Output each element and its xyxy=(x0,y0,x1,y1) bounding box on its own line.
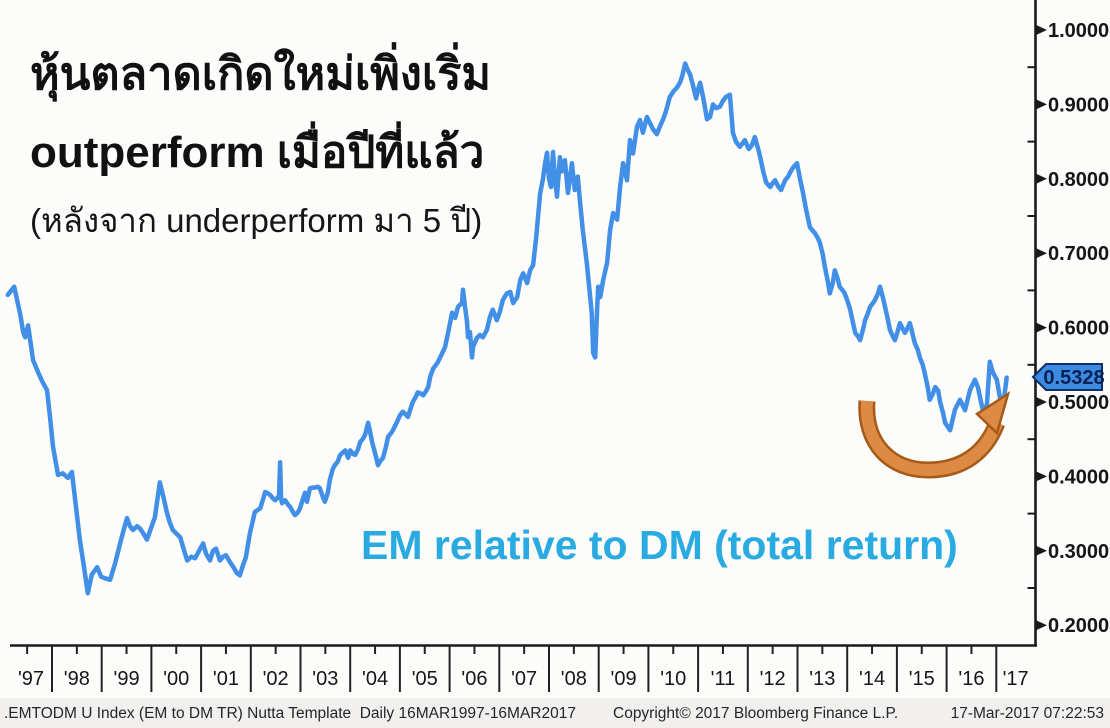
y-major-tick xyxy=(1035,247,1047,259)
arrow-curve xyxy=(860,400,1003,477)
x-axis-label: '07 xyxy=(511,668,537,690)
series-label: EM relative to DM (total return) xyxy=(361,522,958,568)
last-price-value: 0.5328 xyxy=(1043,367,1104,389)
x-axis-label: '99 xyxy=(114,668,140,690)
y-axis-label: 0.4000 xyxy=(1048,466,1109,488)
y-axis-label: 1.0000 xyxy=(1048,20,1109,42)
x-axis: '97 '98 '99 '00 '01 '02 '03 '04 '05 '06 '07 '08 '09 '… xyxy=(10,644,1037,692)
x-axis-label: '13 xyxy=(809,668,835,690)
annotation-title: หุ้นตลาดเกิดใหม่เพิ่งเริ่ม outperform เม… xyxy=(30,34,491,250)
annotation-line-2: outperform เมื่อปีที่แล้ว xyxy=(30,128,485,177)
annotation-line-1: หุ้นตลาดเกิดใหม่เพิ่งเริ่ม xyxy=(30,48,492,99)
x-axis-label: '08 xyxy=(561,668,587,690)
y-axis-label: 0.3000 xyxy=(1048,541,1109,563)
y-major-tick xyxy=(1035,173,1047,185)
x-axis-label: '17 xyxy=(1003,668,1029,690)
arrow-head xyxy=(974,391,1011,436)
status-bar: .EMTODM U Index (EM to DM TR) Nutta Temp… xyxy=(0,698,1110,728)
x-axis-label: '15 xyxy=(909,668,935,690)
status-copyright: Copyright© 2017 Bloomberg Finance L.P. xyxy=(613,705,899,722)
y-axis-label: 0.9000 xyxy=(1048,94,1109,116)
x-axis-label: '06 xyxy=(461,668,487,690)
y-major-tick xyxy=(1035,322,1047,334)
x-axis-label: '11 xyxy=(711,668,736,690)
status-datetime: 17-Mar-2017 07:22:53 xyxy=(950,705,1104,722)
x-axis-label: '10 xyxy=(660,668,686,690)
x-axis-label: '02 xyxy=(263,668,289,690)
last-price-tag-shape xyxy=(1031,363,1103,391)
x-axis-label: '01 xyxy=(213,668,239,690)
price-line xyxy=(5,61,1009,596)
x-axis-label: '14 xyxy=(859,668,885,690)
last-price-tag: 0.5328 xyxy=(1031,363,1105,391)
y-axis-label: 0.7000 xyxy=(1048,243,1109,265)
y-axis-label: 0.5000 xyxy=(1048,392,1109,414)
x-axis-label: '03 xyxy=(312,668,338,690)
up-arrow-annotation xyxy=(858,391,1011,479)
y-major-tick xyxy=(1035,396,1047,408)
x-axis-label: '16 xyxy=(958,668,984,690)
y-axis-label: 0.6000 xyxy=(1048,318,1109,340)
x-axis-label: '05 xyxy=(412,668,438,690)
y-axis-label: 0.8000 xyxy=(1048,169,1109,191)
price-line-series xyxy=(5,61,1009,596)
x-axis-label: '97 xyxy=(18,668,44,690)
y-major-tick xyxy=(1035,470,1047,482)
status-index-info: .EMTODM U Index (EM to DM TR) Nutta Temp… xyxy=(4,705,576,722)
x-axis-label: '98 xyxy=(64,668,90,690)
x-axis-label: '09 xyxy=(611,668,637,690)
y-major-tick xyxy=(1035,98,1047,110)
x-axis-label: '00 xyxy=(163,668,189,690)
x-axis-label: '12 xyxy=(760,668,786,690)
x-axis-label: '04 xyxy=(362,668,388,690)
annotation-line-3: (หลังจาก underperform มา 5 ปี) xyxy=(30,202,483,239)
y-axis: 0.2000 0.3000 0.4000 0.5000 0.6000 0.7000 0.80… xyxy=(1027,0,1109,646)
y-major-tick xyxy=(1035,619,1047,631)
y-major-tick xyxy=(1035,24,1047,36)
y-major-tick xyxy=(1035,545,1047,557)
y-axis-label: 0.2000 xyxy=(1048,615,1109,637)
